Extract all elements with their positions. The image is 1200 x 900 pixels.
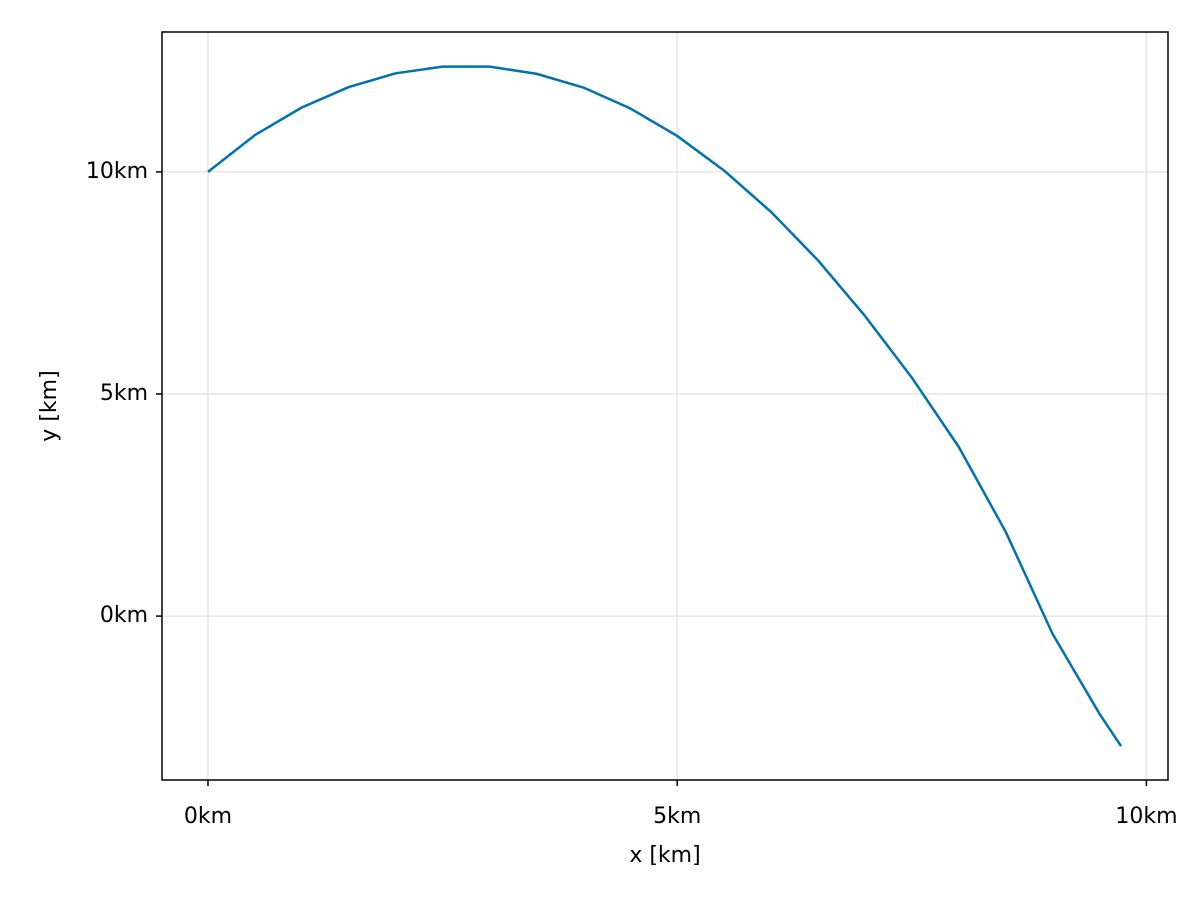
- x-tick-label: 10km: [1115, 804, 1177, 829]
- plot-frame: [161, 31, 1169, 781]
- x-tick-label: 5km: [653, 804, 701, 829]
- line-series: [207, 65, 1123, 747]
- y-tick-label: 10km: [86, 159, 148, 184]
- x-axis-label: x [km]: [629, 843, 700, 868]
- y-axis-label: y [km]: [37, 370, 62, 441]
- y-tick-label: 0km: [100, 603, 148, 628]
- x-tick-label: 0km: [184, 804, 232, 829]
- y-tick-label: 5km: [100, 381, 148, 406]
